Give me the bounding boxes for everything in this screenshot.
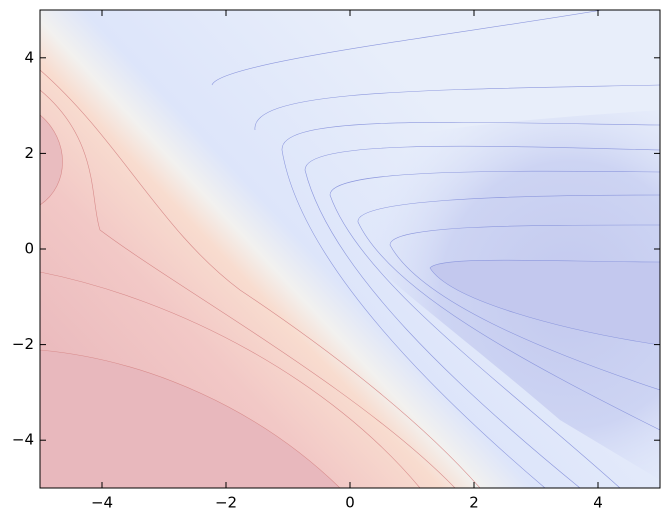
x-tick-label: −4 [91, 494, 113, 512]
y-tick-label: 0 [24, 240, 34, 258]
x-tick-label: 0 [345, 494, 355, 512]
y-tick-label: 4 [24, 48, 34, 66]
contour-field [40, 10, 660, 488]
x-tick-label: 2 [469, 494, 479, 512]
y-tick-label: −4 [12, 431, 34, 449]
y-tick-label: 2 [24, 144, 34, 162]
y-tick-label: −2 [12, 335, 34, 353]
x-tick-label: −2 [215, 494, 237, 512]
x-tick-label: 4 [593, 494, 603, 512]
